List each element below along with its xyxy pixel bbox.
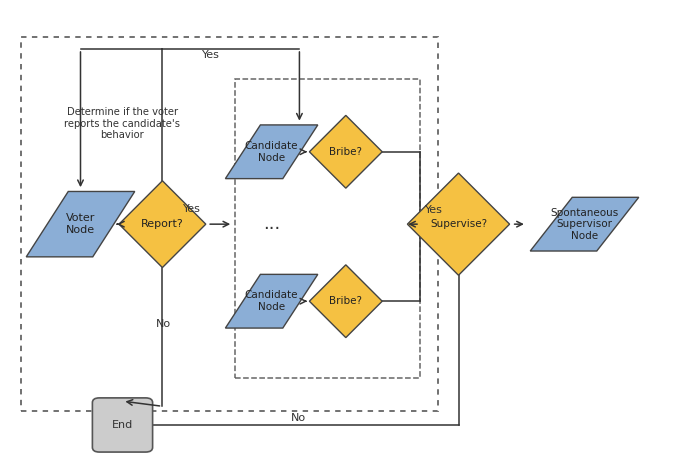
Polygon shape: [225, 275, 318, 328]
Polygon shape: [407, 173, 510, 275]
Text: Supervise?: Supervise?: [430, 219, 487, 229]
Bar: [21, 37, 438, 411]
Text: Yes: Yes: [202, 50, 220, 60]
Polygon shape: [309, 115, 382, 188]
Text: No: No: [290, 413, 306, 423]
Text: ...: ...: [263, 215, 280, 233]
Text: Report?: Report?: [141, 219, 184, 229]
Text: Bribe?: Bribe?: [329, 296, 363, 306]
Text: No: No: [155, 319, 171, 329]
Text: Yes: Yes: [183, 205, 202, 214]
Text: Bribe?: Bribe?: [329, 147, 363, 157]
Text: Candidate
Node: Candidate Node: [245, 290, 298, 312]
Text: Voter
Node: Voter Node: [66, 213, 95, 235]
Bar: [234, 79, 420, 378]
Polygon shape: [309, 265, 382, 338]
Polygon shape: [225, 125, 318, 178]
Polygon shape: [27, 191, 134, 257]
Text: Candidate
Node: Candidate Node: [245, 141, 298, 163]
Text: Determine if the voter
reports the candidate's
behavior: Determine if the voter reports the candi…: [64, 107, 181, 141]
Polygon shape: [531, 197, 638, 251]
Polygon shape: [119, 181, 206, 268]
Text: Yes: Yes: [425, 205, 443, 215]
FancyBboxPatch shape: [92, 398, 153, 452]
Text: End: End: [112, 420, 133, 430]
Text: Spontaneous
Supervisor
Node: Spontaneous Supervisor Node: [550, 207, 619, 241]
